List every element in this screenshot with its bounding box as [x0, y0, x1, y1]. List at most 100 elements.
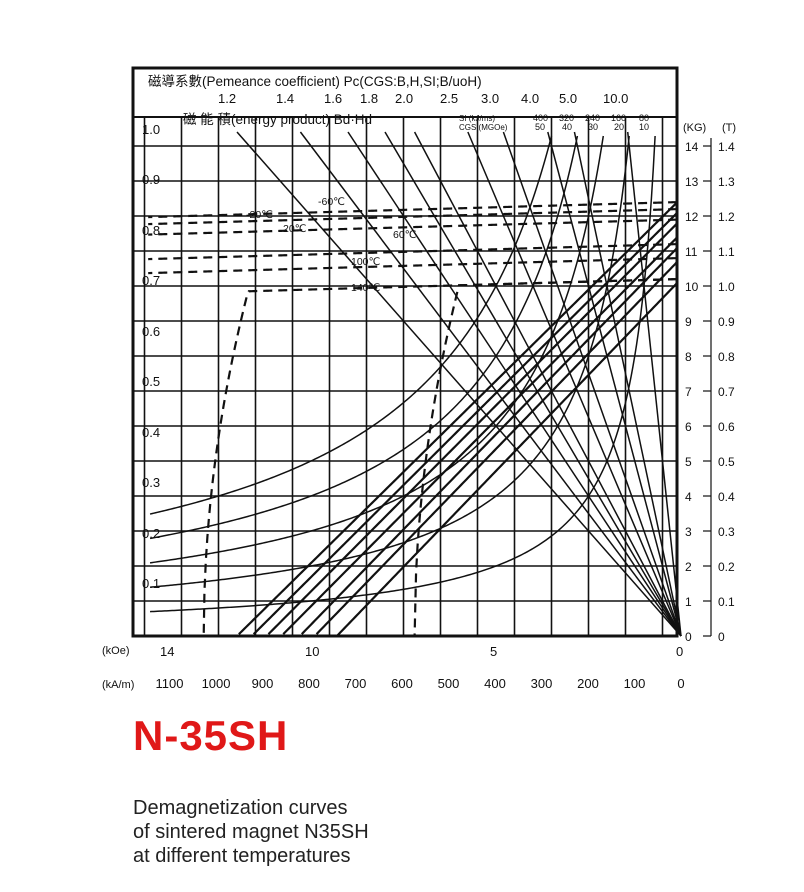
model-title: N-35SH [133, 712, 289, 759]
t-tick-label: 0.2 [718, 560, 735, 574]
intrinsic-curve [413, 277, 679, 637]
kam-tick-label: 1000 [202, 676, 231, 691]
pc-tick: 10.0 [603, 91, 628, 106]
kg-tick-label: 4 [685, 490, 692, 504]
koe-tick: 14 [160, 644, 174, 659]
caption: Demagnetization curves of sintered magne… [133, 796, 369, 868]
energy-product-curve [150, 135, 656, 613]
left-tick: 0.1 [142, 576, 160, 591]
kg-tick-label: 11 [685, 245, 698, 259]
pc-tick: 2.5 [440, 91, 458, 106]
energy-product-curve [149, 135, 579, 540]
normal-curve [238, 198, 679, 635]
t-unit: (T) [722, 122, 736, 134]
koe-tick: 0 [676, 644, 683, 659]
temperature-labels: -60℃ -20℃ 20℃ 60℃ 100℃ 140℃ [246, 196, 416, 294]
normal-curves [238, 198, 679, 637]
normal-curve [282, 233, 679, 635]
pc-tick: 1.2 [218, 91, 236, 106]
bh-si-label: 400 [533, 113, 548, 123]
caption-line: of sintered magnet N35SH [133, 821, 369, 843]
left-tick: 0.5 [142, 374, 160, 389]
cgs-unit-label: CGS (MGOe) [459, 123, 508, 132]
energy-product-labels: 400 50 320 40 240 30 160 20 80 10 [533, 113, 649, 132]
t-tick-label: 0.5 [718, 455, 735, 469]
bh-cgs-label: 10 [639, 122, 649, 132]
grid [133, 117, 677, 636]
permeance-line [573, 131, 682, 637]
pc-tick: 1.8 [360, 91, 378, 106]
kg-tick-label: 1 [685, 595, 692, 609]
normal-curve [300, 244, 679, 635]
pc-tick: 5.0 [559, 91, 577, 106]
pc-tick-labels: 1.2 1.4 1.6 1.8 2.0 2.5 3.0 4.0 5.0 10.0 [218, 91, 628, 106]
bh-si-label: 320 [559, 113, 574, 123]
intrinsic-curve [148, 200, 679, 219]
koe-tick: 10 [305, 644, 319, 659]
t-tick-label: 1.1 [718, 245, 735, 259]
left-tick: 0.6 [142, 324, 160, 339]
kg-tick-label: 13 [685, 175, 699, 189]
temp-label: 100℃ [351, 256, 380, 268]
intrinsic-curve [148, 218, 679, 236]
temp-label: 20℃ [283, 223, 306, 235]
kam-tick-label: 300 [531, 676, 553, 691]
kam-tick-label: 0 [677, 676, 684, 691]
pc-tick: 2.0 [395, 91, 413, 106]
kam-tick-label: 900 [252, 676, 274, 691]
kam-tick-label: 800 [298, 676, 320, 691]
t-tick-label: 0 [718, 630, 725, 644]
kg-unit: (KG) [683, 122, 706, 134]
pc-tick: 4.0 [521, 91, 539, 106]
temp-label: 140℃ [351, 282, 380, 294]
left-tick: 0.8 [142, 223, 160, 238]
t-tick-label: 1.2 [718, 210, 735, 224]
tesla-axis: 1.4 1.3 1.2 1.1 1.0 0.9 0.8 0.7 0.6 0.5 0.4 0.3 0.2 0… [718, 140, 735, 644]
kg-tick-label: 7 [685, 385, 692, 399]
kam-tick-label: 400 [484, 676, 506, 691]
permeance-line [502, 131, 682, 637]
kam-tick-label: 700 [345, 676, 367, 691]
left-tick: 0.3 [142, 475, 160, 490]
bh-si-label: 80 [639, 113, 649, 123]
left-tick: 0.9 [142, 172, 160, 187]
caption-line: at different temperatures [133, 845, 351, 867]
t-tick-label: 0.4 [718, 490, 735, 504]
kam-tick-label: 600 [391, 676, 413, 691]
kam-axis: 1100 1000 900 800 700 600 500 400 300 200 100 0 [156, 676, 685, 691]
normal-curve [252, 209, 679, 635]
temp-label: 60℃ [393, 229, 416, 241]
kg-tick-label: 10 [685, 280, 699, 294]
plot-frame [131, 66, 679, 638]
permeance-line [236, 131, 682, 637]
t-tick-label: 1.4 [718, 140, 735, 154]
pc-tick: 3.0 [481, 91, 499, 106]
t-tick-label: 0.7 [718, 385, 735, 399]
permeance-line [467, 131, 682, 637]
kg-tick-label: 14 [685, 140, 699, 154]
si-unit-label: SI (kJ/ms) [459, 114, 495, 123]
permeance-line [299, 131, 682, 637]
normal-curve [336, 279, 679, 637]
t-tick-label: 1.0 [718, 280, 735, 294]
kg-tick-label: 5 [685, 455, 692, 469]
temp-label: -20℃ [246, 209, 273, 221]
energy-product-curve [149, 135, 553, 515]
kg-tick-label: 0 [685, 630, 692, 644]
t-tick-label: 0.6 [718, 420, 735, 434]
kam-tick-label: 200 [577, 676, 599, 691]
bh-cgs-label: 20 [614, 122, 624, 132]
demagnetization-chart: 磁導系數(Pemeance coefficient) Pc(CGS:B,H,SI… [102, 66, 736, 691]
left-axis-labels: 1.0 0.9 0.8 0.7 0.6 0.5 0.4 0.3 0.2 0.1 [142, 122, 160, 591]
permeance-line [626, 131, 682, 637]
intrinsic-curve [148, 207, 679, 226]
intrinsic-curve [148, 256, 679, 275]
left-tick: 1.0 [142, 122, 160, 137]
normal-curve [315, 258, 679, 635]
energy-product-curves [149, 135, 656, 613]
normal-curve [267, 219, 679, 635]
intrinsic-curve [148, 242, 679, 261]
temp-label: -60℃ [318, 196, 345, 208]
left-tick: 0.2 [142, 526, 160, 541]
